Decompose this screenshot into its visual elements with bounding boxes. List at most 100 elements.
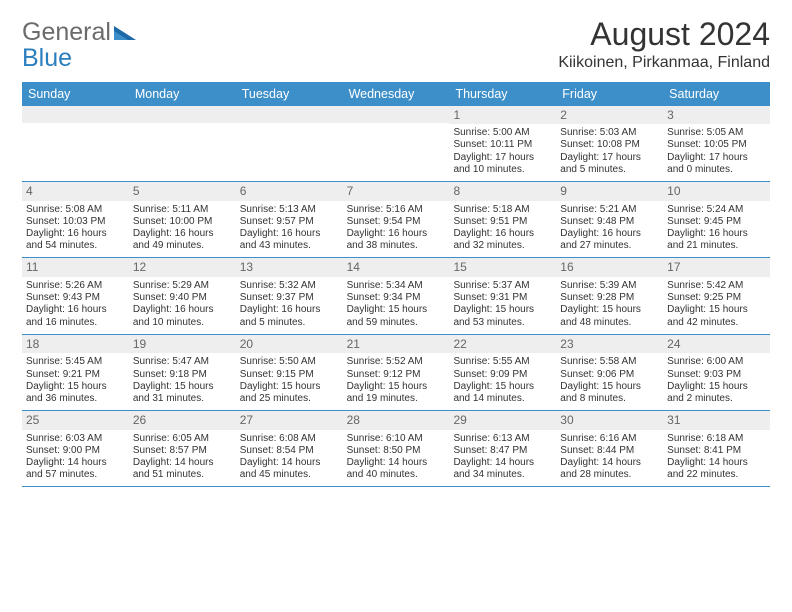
day-line: Sunrise: 5:11 AM [133,204,232,216]
day-number: 8 [449,182,556,201]
day-line: Sunset: 9:54 PM [347,216,446,228]
day-line: Sunset: 9:18 PM [133,369,232,381]
day-line: Sunrise: 6:00 AM [667,356,766,368]
day-body: Sunrise: 5:16 AMSunset: 9:54 PMDaylight:… [347,204,446,253]
day-line: and 34 minutes. [453,469,552,481]
day-line: Sunrise: 5:21 AM [560,204,659,216]
day-line: and 10 minutes. [453,164,552,176]
day-line: and 16 minutes. [26,317,125,329]
day-line: Sunset: 9:28 PM [560,292,659,304]
day-cell [22,106,129,181]
day-line: Daylight: 16 hours [347,228,446,240]
day-cell: 15Sunrise: 5:37 AMSunset: 9:31 PMDayligh… [449,258,556,333]
day-body: Sunrise: 5:55 AMSunset: 9:09 PMDaylight:… [453,356,552,405]
day-line: and 57 minutes. [26,469,125,481]
day-number: 31 [663,411,770,430]
day-body: Sunrise: 5:34 AMSunset: 9:34 PMDaylight:… [347,280,446,329]
day-line: Sunrise: 6:18 AM [667,433,766,445]
day-cell: 26Sunrise: 6:05 AMSunset: 8:57 PMDayligh… [129,411,236,486]
day-line: Sunset: 9:48 PM [560,216,659,228]
day-line: Daylight: 14 hours [240,457,339,469]
day-cell [343,106,450,181]
day-line: Sunset: 9:12 PM [347,369,446,381]
day-line: Daylight: 14 hours [667,457,766,469]
day-cell [236,106,343,181]
day-line: and 27 minutes. [560,240,659,252]
day-line: Daylight: 15 hours [560,381,659,393]
day-line: Sunset: 9:40 PM [133,292,232,304]
day-line: and 8 minutes. [560,393,659,405]
week-row: 1Sunrise: 5:00 AMSunset: 10:11 PMDayligh… [22,106,770,182]
weekday-friday: Friday [556,82,663,106]
day-line: Sunset: 9:37 PM [240,292,339,304]
calendar: SundayMondayTuesdayWednesdayThursdayFrid… [22,82,770,488]
title-block: August 2024 Kiikoinen, Pirkanmaa, Finlan… [558,18,770,72]
day-line: Daylight: 14 hours [26,457,125,469]
day-number: 11 [22,258,129,277]
day-line: Daylight: 14 hours [560,457,659,469]
header: General August 2024 Kiikoinen, Pirkanmaa… [22,18,770,72]
day-number: 20 [236,335,343,354]
day-line: Daylight: 15 hours [667,304,766,316]
day-number: 22 [449,335,556,354]
day-cell: 11Sunrise: 5:26 AMSunset: 9:43 PMDayligh… [22,258,129,333]
day-line: Sunset: 9:34 PM [347,292,446,304]
day-line: and 32 minutes. [453,240,552,252]
day-number: 4 [22,182,129,201]
day-number [22,106,129,123]
day-line: Daylight: 14 hours [133,457,232,469]
day-line: Sunrise: 5:08 AM [26,204,125,216]
day-body [240,126,339,176]
day-cell: 7Sunrise: 5:16 AMSunset: 9:54 PMDaylight… [343,182,450,257]
day-line: Sunrise: 5:50 AM [240,356,339,368]
day-line: and 31 minutes. [133,393,232,405]
day-line: Sunrise: 5:34 AM [347,280,446,292]
day-line: Daylight: 15 hours [453,304,552,316]
day-line: and 48 minutes. [560,317,659,329]
day-cell: 16Sunrise: 5:39 AMSunset: 9:28 PMDayligh… [556,258,663,333]
day-number [129,106,236,123]
day-line: Sunset: 9:15 PM [240,369,339,381]
day-cell: 9Sunrise: 5:21 AMSunset: 9:48 PMDaylight… [556,182,663,257]
day-number: 1 [449,106,556,125]
day-number: 25 [22,411,129,430]
day-line: Sunset: 10:08 PM [560,139,659,151]
day-line: Sunrise: 5:45 AM [26,356,125,368]
day-cell: 24 Sunrise: 6:00 AMSunset: 9:03 PMDayligh… [663,335,770,410]
day-number: 23 [556,335,663,354]
day-cell: 2Sunrise: 5:03 AMSunset: 10:08 PMDayligh… [556,106,663,181]
day-body: Sunrise: 6:10 AMSunset: 8:50 PMDaylight:… [347,433,446,482]
day-number: 24 [663,335,770,354]
day-cell: 19Sunrise: 5:47 AMSunset: 9:18 PMDayligh… [129,335,236,410]
day-line: and 53 minutes. [453,317,552,329]
day-cell: 1Sunrise: 5:00 AMSunset: 10:11 PMDayligh… [449,106,556,181]
day-line: and 5 minutes. [560,164,659,176]
day-line: Sunrise: 5:47 AM [133,356,232,368]
day-line: Sunrise: 6:10 AM [347,433,446,445]
day-cell: 29Sunrise: 6:13 AMSunset: 8:47 PMDayligh… [449,411,556,486]
day-line: Sunset: 8:57 PM [133,445,232,457]
day-line: Sunset: 8:44 PM [560,445,659,457]
day-cell: 17Sunrise: 5:42 AMSunset: 9:25 PMDayligh… [663,258,770,333]
day-cell: 3Sunrise: 5:05 AMSunset: 10:05 PMDayligh… [663,106,770,181]
weekday-thursday: Thursday [449,82,556,106]
day-body: Sunrise: 5:03 AMSunset: 10:08 PMDaylight… [560,127,659,176]
day-line: Daylight: 16 hours [133,304,232,316]
day-line: Sunset: 8:47 PM [453,445,552,457]
day-line: and 14 minutes. [453,393,552,405]
day-line: Sunset: 10:03 PM [26,216,125,228]
day-cell: 10Sunrise: 5:24 AMSunset: 9:45 PMDayligh… [663,182,770,257]
day-line: and 22 minutes. [667,469,766,481]
day-body: Sunrise: 6:03 AMSunset: 9:00 PMDaylight:… [26,433,125,482]
day-body: Sunrise: 5:50 AMSunset: 9:15 PMDaylight:… [240,356,339,405]
day-number: 29 [449,411,556,430]
day-cell: 12Sunrise: 5:29 AMSunset: 9:40 PMDayligh… [129,258,236,333]
location: Kiikoinen, Pirkanmaa, Finland [558,54,770,72]
day-line: Sunset: 10:05 PM [667,139,766,151]
day-line: and 45 minutes. [240,469,339,481]
day-line: Daylight: 15 hours [667,381,766,393]
week-row: 25 Sunrise: 6:03 AMSunset: 9:00 PMDayligh… [22,411,770,487]
day-line: Daylight: 16 hours [133,228,232,240]
day-body: Sunrise: 6:00 AMSunset: 9:03 PMDaylight:… [667,356,766,405]
day-line: Sunset: 9:31 PM [453,292,552,304]
